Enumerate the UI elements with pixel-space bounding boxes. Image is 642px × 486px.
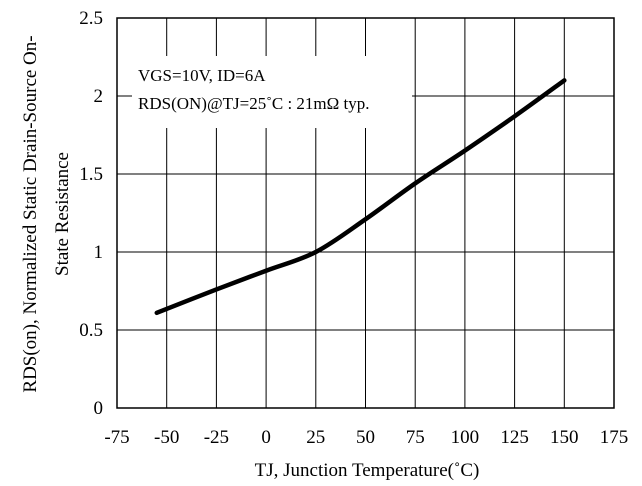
x-tick-labels: -75 -50 -25 0 25 50 75 100 125 150 175: [104, 427, 628, 448]
annotation-rds-typ: RDS(ON)@TJ=25˚C : 21mΩ typ.: [138, 94, 370, 113]
y-tick-label: 1: [94, 242, 104, 263]
y-axis-label: RDS(on), Normalized Static Drain-Source …: [20, 35, 73, 392]
x-tick-label: 175: [600, 427, 629, 448]
series-line: [154, 78, 567, 316]
annotation-conditions: VGS=10V, ID=6A: [138, 66, 266, 85]
y-tick-label: 0: [94, 398, 104, 419]
x-tick-label: 100: [451, 427, 480, 448]
x-tick-label: 150: [550, 427, 579, 448]
y-tick-label: 2: [94, 86, 104, 107]
x-tick-label: 125: [500, 427, 529, 448]
x-axis-label: TJ, Junction Temperature(˚C): [255, 460, 480, 481]
x-tick-label: -50: [154, 427, 179, 448]
y-tick-label: 1.5: [79, 164, 103, 185]
x-tick-label: -75: [104, 427, 129, 448]
y-tick-label: 0.5: [79, 320, 103, 341]
y-axis-label-line2: State Resistance: [52, 152, 73, 276]
y-tick-label: 2.5: [79, 8, 103, 29]
x-tick-label: -25: [204, 427, 229, 448]
x-tick-label: 0: [261, 427, 271, 448]
annotation-box: VGS=10V, ID=6A RDS(ON)@TJ=25˚C : 21mΩ ty…: [132, 56, 412, 128]
x-tick-label: 75: [406, 427, 425, 448]
annotation-background: [132, 56, 412, 128]
x-tick-label: 50: [356, 427, 375, 448]
x-tick-label: 25: [306, 427, 325, 448]
y-tick-labels: 0 0.5 1 1.5 2 2.5: [79, 8, 103, 419]
y-axis-label-line1: RDS(on), Normalized Static Drain-Source …: [20, 35, 41, 392]
series-layer: [154, 78, 567, 316]
plot-frame: [116, 17, 615, 409]
